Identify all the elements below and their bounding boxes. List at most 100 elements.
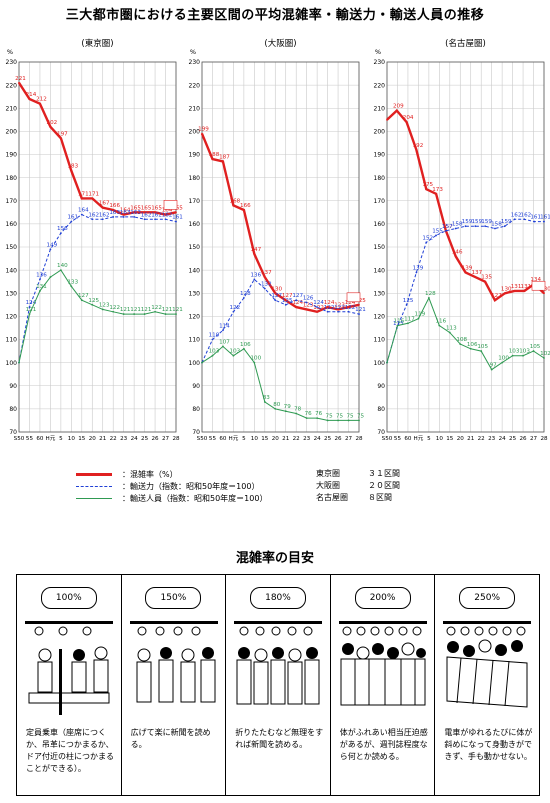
series-line-輸送人員 [386, 296, 545, 371]
data-point [522, 354, 524, 357]
y-tick-label: 70 [192, 429, 200, 436]
y-tick-label: 80 [192, 406, 200, 413]
data-label: 121 [130, 307, 141, 313]
data-point [154, 218, 156, 221]
data-label: 126 [303, 296, 314, 302]
x-tick-label: 20 [272, 436, 280, 442]
data-point [427, 296, 430, 299]
y-tick-label: 220 [189, 82, 201, 89]
data-point [80, 299, 83, 302]
data-label: 199 [198, 127, 209, 133]
data-label: 146 [452, 249, 463, 255]
data-point [435, 234, 437, 237]
data-point [164, 218, 167, 221]
guide-pct-200: 200% [354, 587, 411, 609]
data-point [316, 417, 319, 420]
x-tick-label: 10 [436, 436, 444, 442]
data-point [253, 253, 256, 255]
legend-label-capacity: ：輸送力（指数：昭和50年度＝100） [122, 481, 260, 491]
series-line-混雑率 [200, 133, 360, 314]
guide-desc-150: 広げて楽に新聞を読める。 [130, 728, 211, 749]
y-tick-label: 100 [374, 360, 386, 367]
y-unit-label: % [375, 48, 381, 56]
data-point [49, 125, 52, 128]
final-value-box [346, 292, 361, 303]
data-label: 162 [151, 212, 162, 218]
data-label: 122 [334, 305, 345, 311]
y-tick-label: 190 [6, 152, 18, 159]
data-point [253, 361, 256, 364]
data-point [175, 211, 177, 214]
data-label: 130 [501, 286, 512, 292]
data-point [143, 218, 146, 221]
data-point [305, 417, 308, 420]
data-point [284, 303, 287, 306]
y-unit-label: % [190, 48, 196, 56]
y-tick-label: 230 [6, 59, 18, 66]
y-tick-label: 90 [9, 383, 17, 390]
data-label: 127 [282, 293, 293, 299]
data-point [222, 329, 224, 332]
data-point [513, 218, 516, 221]
legend-item-capacity: ：輸送力（指数：昭和50年度＝100） [76, 480, 416, 492]
y-tick-label: 190 [189, 152, 201, 159]
data-point [232, 204, 235, 207]
data-point [70, 285, 73, 288]
data-label: 131 [511, 284, 522, 290]
y-tick-label: 140 [189, 267, 201, 274]
chart-title: (東京圏) [81, 38, 113, 49]
data-point [417, 317, 420, 320]
data-point [91, 303, 94, 306]
x-tick-label: H元 [45, 435, 55, 442]
data-label: 165 [141, 205, 152, 211]
data-label: 175 [422, 182, 433, 188]
data-label: 214 [26, 92, 37, 98]
data-label: 128 [240, 291, 251, 297]
x-tick-label: 55 [26, 436, 34, 442]
data-label: 100 [250, 356, 261, 362]
y-tick-label: 160 [189, 221, 201, 228]
data-point [469, 347, 472, 350]
data-point [358, 303, 360, 306]
data-point [274, 292, 277, 295]
data-label: 114 [219, 323, 230, 329]
y-tick-label: 210 [189, 105, 201, 112]
x-tick-label: S50 [382, 436, 393, 442]
data-label: 162 [511, 212, 522, 218]
legend-swatch-passengers [76, 497, 112, 499]
data-label: 115 [393, 321, 404, 327]
y-tick-label: 230 [189, 59, 201, 66]
data-label: 103 [509, 349, 520, 355]
data-label: 123 [99, 302, 110, 308]
x-tick-label: 23 [488, 436, 496, 442]
y-tick-label: 220 [6, 82, 18, 89]
data-point [232, 354, 235, 357]
section-row: 名古屋圏 ８区間 [316, 492, 400, 504]
data-label: 75 [326, 413, 334, 419]
data-point [91, 218, 94, 221]
x-tick-label: H元 [228, 435, 238, 442]
data-point [59, 269, 62, 272]
data-point [347, 419, 350, 422]
y-tick-label: 170 [374, 198, 386, 205]
x-tick-label: 27 [345, 436, 353, 442]
x-tick-label: 23 [120, 436, 128, 442]
x-tick-label: S50 [197, 436, 208, 442]
data-point [295, 306, 298, 309]
final-value-box [163, 200, 178, 210]
data-point [415, 148, 418, 151]
data-point [532, 350, 535, 352]
data-label: 125 [355, 298, 366, 304]
data-label: 164 [162, 208, 173, 214]
data-label: 76 [315, 411, 323, 417]
data-label: 121 [355, 307, 366, 313]
y-tick-label: 140 [6, 267, 18, 274]
passengers-250-illustration [443, 621, 532, 708]
data-label: 171 [78, 191, 89, 197]
guide-pct-150: 150% [145, 587, 202, 609]
data-point [175, 220, 177, 223]
guide-panel-250: 250% 電車がゆれるたびに体が斜めになって身動きができず、手も動かせない。 [435, 575, 539, 795]
data-label: 83 [263, 395, 271, 401]
x-tick-label: 27 [530, 436, 538, 442]
data-label: 127 [271, 293, 282, 299]
